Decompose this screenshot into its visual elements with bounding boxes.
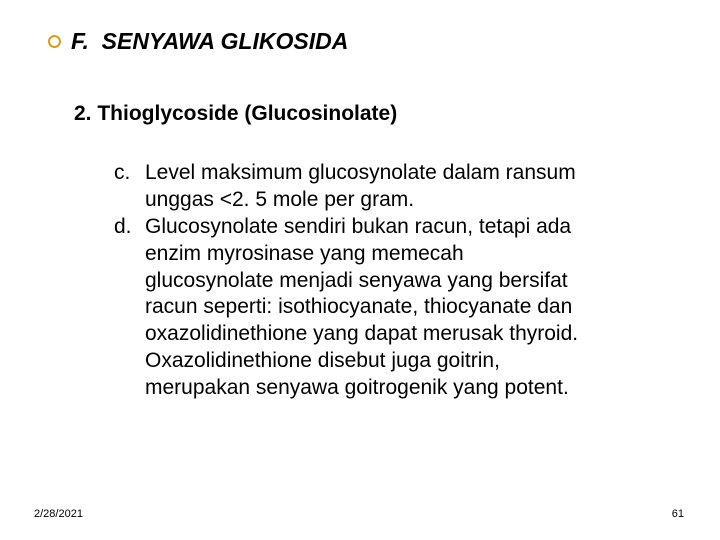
item-c-line1: Level maksimum glucosynolate dalam ransu… bbox=[145, 160, 672, 187]
item-d-line3: glucosynolate menjadi senyawa yang bersi… bbox=[145, 268, 672, 295]
slide-title-row: F. SENYAWA GLIKOSIDA bbox=[48, 28, 348, 55]
title-letter: F. bbox=[71, 28, 89, 54]
slide-subtitle: 2. Thioglycoside (Glucosinolate) bbox=[74, 102, 397, 126]
item-c-label: c. bbox=[114, 160, 138, 214]
list-item-d: d. Glucosynolate sendiri bukan racun, te… bbox=[114, 214, 672, 402]
item-c-line2: unggas <2. 5 mole per gram. bbox=[145, 187, 672, 214]
item-d-line2: enzim myrosinase yang memecah bbox=[145, 241, 672, 268]
item-d-line6: Oxazolidinethione disebut juga goitrin, bbox=[145, 348, 672, 375]
item-d-line4: racun seperti: isothiocyanate, thiocyana… bbox=[145, 294, 672, 321]
bullet-icon bbox=[48, 35, 61, 48]
item-d-text: Glucosynolate sendiri bukan racun, tetap… bbox=[145, 214, 672, 402]
title-main: SENYAWA GLIKOSIDA bbox=[102, 28, 349, 54]
item-d-line1: Glucosynolate sendiri bukan racun, tetap… bbox=[145, 214, 672, 241]
item-c-text: Level maksimum glucosynolate dalam ransu… bbox=[145, 160, 672, 214]
item-d-label: d. bbox=[114, 214, 138, 402]
body-content: c. Level maksimum glucosynolate dalam ra… bbox=[114, 160, 672, 402]
item-d-line7: merupakan senyawa goitrogenik yang poten… bbox=[145, 375, 672, 402]
item-d-line5: oxazolidinethione yang dapat merusak thy… bbox=[145, 321, 672, 348]
slide-title: F. SENYAWA GLIKOSIDA bbox=[71, 28, 348, 55]
list-item-c: c. Level maksimum glucosynolate dalam ra… bbox=[114, 160, 672, 214]
footer-page-number: 61 bbox=[672, 508, 684, 520]
footer-date: 2/28/2021 bbox=[34, 508, 83, 520]
